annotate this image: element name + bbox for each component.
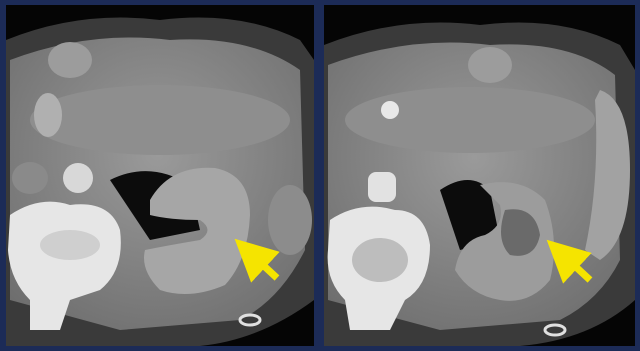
- right-scan: [324, 5, 635, 346]
- arrow: [234, 238, 280, 283]
- arrow: [546, 239, 593, 284]
- left-scan: [6, 5, 314, 346]
